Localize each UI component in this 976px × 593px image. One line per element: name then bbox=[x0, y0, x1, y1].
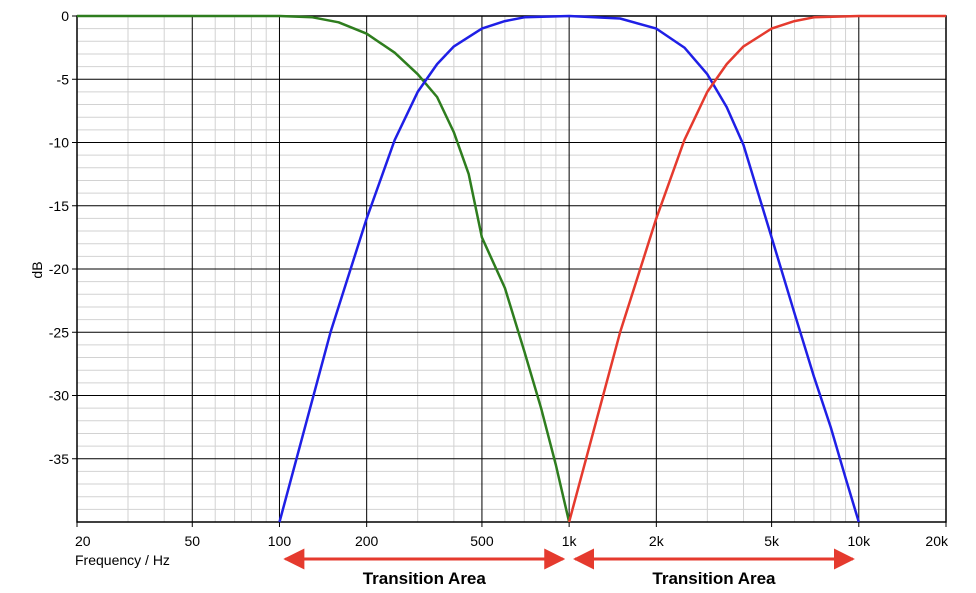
x-tick-label: 100 bbox=[268, 533, 292, 549]
y-tick-label: -5 bbox=[57, 71, 70, 87]
x-tick-label: 2k bbox=[649, 533, 665, 549]
x-tick-label: 200 bbox=[355, 533, 379, 549]
major-grid bbox=[77, 16, 946, 522]
x-tick-label: 5k bbox=[764, 533, 780, 549]
x-tick-label: 500 bbox=[470, 533, 494, 549]
x-tick-labels: 20 50 100 200 500 1k 2k 5k 10k 20k bbox=[75, 522, 949, 549]
y-tick-labels: 0 -5 -10 -15 -20 -25 -30 -35 bbox=[49, 8, 77, 467]
x-tick-label: 20 bbox=[75, 533, 91, 549]
transition-label-2: Transition Area bbox=[652, 569, 776, 588]
x-tick-label: 50 bbox=[184, 533, 200, 549]
y-tick-label: -30 bbox=[49, 388, 69, 404]
series-layer bbox=[77, 14, 946, 523]
y-tick-label: 0 bbox=[61, 8, 69, 24]
series-line-1 bbox=[77, 14, 571, 523]
y-tick-label: -25 bbox=[49, 324, 69, 340]
annotations: Transition Area Transition Area bbox=[283, 548, 855, 588]
y-tick-label: -20 bbox=[49, 261, 69, 277]
transition-label-1: Transition Area bbox=[363, 569, 487, 588]
y-tick-label: -35 bbox=[49, 451, 69, 467]
y-axis-label: dB bbox=[29, 261, 45, 278]
x-tick-label: 10k bbox=[848, 533, 872, 549]
x-axis-label: Frequency / Hz bbox=[75, 552, 170, 568]
y-tick-label: -15 bbox=[49, 198, 69, 214]
series-line-3 bbox=[567, 14, 946, 523]
x-tick-label: 1k bbox=[562, 533, 578, 549]
y-tick-label: -10 bbox=[49, 135, 69, 151]
x-tick-label: 20k bbox=[925, 533, 949, 549]
series-line-2 bbox=[278, 14, 860, 523]
